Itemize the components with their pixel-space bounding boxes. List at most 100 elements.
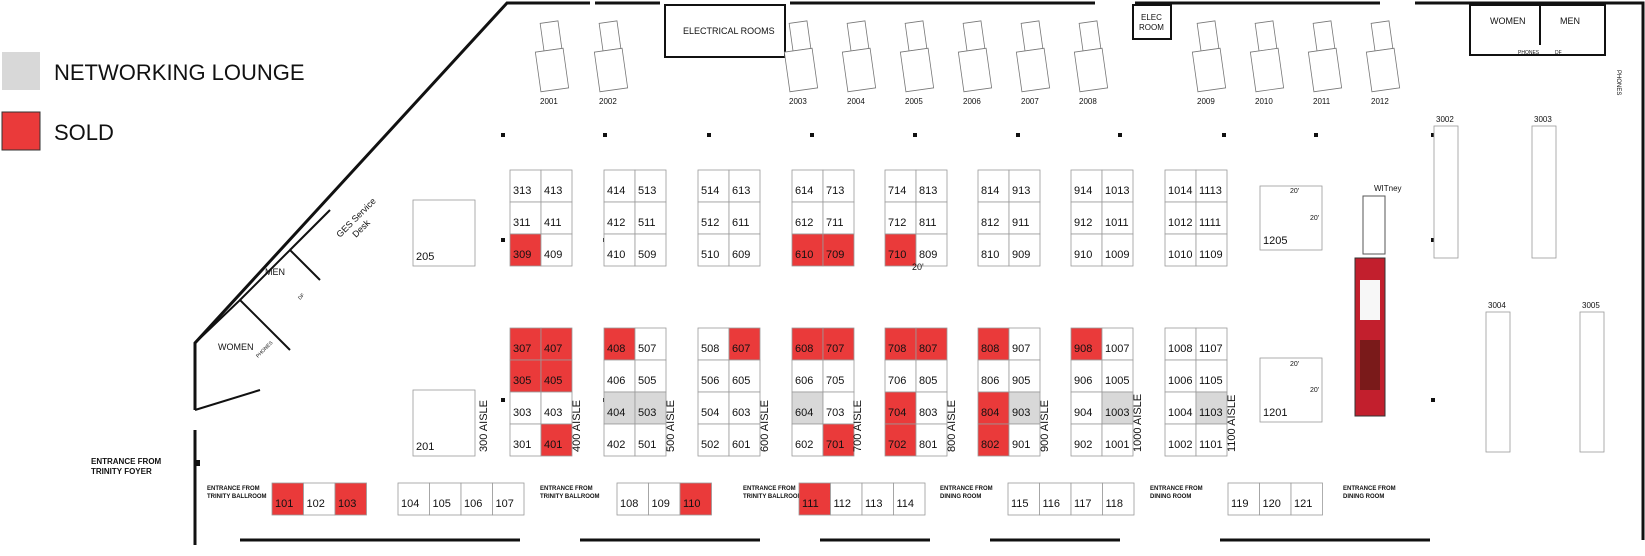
booth-502[interactable]: 502 bbox=[697, 423, 730, 457]
booth-803[interactable]: 803 bbox=[915, 391, 948, 425]
booth-408[interactable]: 408 bbox=[603, 327, 636, 361]
booth-1001[interactable]: 1001 bbox=[1101, 423, 1134, 457]
booth-404[interactable]: 404 bbox=[603, 391, 636, 425]
booth-102[interactable]: 102 bbox=[303, 482, 336, 516]
booth-411[interactable]: 411 bbox=[540, 201, 573, 235]
booth-414[interactable]: 414 bbox=[603, 169, 636, 203]
booth-1113[interactable]: 1113 bbox=[1195, 169, 1228, 203]
booth-509[interactable]: 509 bbox=[634, 233, 667, 267]
booth-115[interactable]: 115 bbox=[1007, 482, 1040, 516]
booth-511[interactable]: 511 bbox=[634, 201, 667, 235]
booth-602[interactable]: 602 bbox=[791, 423, 824, 457]
booth-3005[interactable]: 3005 bbox=[1579, 301, 1605, 453]
booth-709[interactable]: 709 bbox=[822, 233, 855, 267]
booth-305[interactable]: 305 bbox=[509, 359, 542, 393]
booth-603[interactable]: 603 bbox=[728, 391, 761, 425]
booth-1011[interactable]: 1011 bbox=[1101, 201, 1134, 235]
booth-412[interactable]: 412 bbox=[603, 201, 636, 235]
booth-904[interactable]: 904 bbox=[1070, 391, 1103, 425]
booth-101[interactable]: 101 bbox=[271, 482, 304, 516]
booth-504[interactable]: 504 bbox=[697, 391, 730, 425]
booth-905[interactable]: 905 bbox=[1008, 359, 1041, 393]
booth-807[interactable]: 807 bbox=[915, 327, 948, 361]
booth-710[interactable]: 710 bbox=[884, 233, 917, 267]
booth-909[interactable]: 909 bbox=[1008, 233, 1041, 267]
booth-913[interactable]: 913 bbox=[1008, 169, 1041, 203]
booth-508[interactable]: 508 bbox=[697, 327, 730, 361]
booth-805[interactable]: 805 bbox=[915, 359, 948, 393]
booth-707[interactable]: 707 bbox=[822, 327, 855, 361]
booth-1006[interactable]: 1006 bbox=[1164, 359, 1197, 393]
booth-908[interactable]: 908 bbox=[1070, 327, 1103, 361]
booth-403[interactable]: 403 bbox=[540, 391, 573, 425]
booth-3002[interactable]: 3002 bbox=[1433, 115, 1459, 259]
booth-1010[interactable]: 1010 bbox=[1164, 233, 1197, 267]
booth-406[interactable]: 406 bbox=[603, 359, 636, 393]
booth-1105[interactable]: 1105 bbox=[1195, 359, 1228, 393]
booth-914[interactable]: 914 bbox=[1070, 169, 1103, 203]
booth-708[interactable]: 708 bbox=[884, 327, 917, 361]
booth-413[interactable]: 413 bbox=[540, 169, 573, 203]
booth-120[interactable]: 120 bbox=[1259, 482, 1292, 516]
booth-713[interactable]: 713 bbox=[822, 169, 855, 203]
booth-410[interactable]: 410 bbox=[603, 233, 636, 267]
booth-307[interactable]: 307 bbox=[509, 327, 542, 361]
booth-1008[interactable]: 1008 bbox=[1164, 327, 1197, 361]
booth-711[interactable]: 711 bbox=[822, 201, 855, 235]
booth-1014[interactable]: 1014 bbox=[1164, 169, 1197, 203]
booth-701[interactable]: 701 bbox=[822, 423, 855, 457]
booth-1013[interactable]: 1013 bbox=[1101, 169, 1134, 203]
booth-610[interactable]: 610 bbox=[791, 233, 824, 267]
booth-902[interactable]: 902 bbox=[1070, 423, 1103, 457]
booth-1101[interactable]: 1101 bbox=[1195, 423, 1228, 457]
booth-205[interactable]: 205 bbox=[412, 199, 476, 267]
booth-806[interactable]: 806 bbox=[977, 359, 1010, 393]
booth-1002[interactable]: 1002 bbox=[1164, 423, 1197, 457]
booth-409[interactable]: 409 bbox=[540, 233, 573, 267]
booth-513[interactable]: 513 bbox=[634, 169, 667, 203]
booth-512[interactable]: 512 bbox=[697, 201, 730, 235]
booth-3003[interactable]: 3003 bbox=[1531, 115, 1557, 259]
booth-705[interactable]: 705 bbox=[822, 359, 855, 393]
booth-1004[interactable]: 1004 bbox=[1164, 391, 1197, 425]
booth-201[interactable]: 201 bbox=[412, 389, 476, 457]
booth-1205[interactable]: 1205 bbox=[1259, 185, 1323, 251]
booth-910[interactable]: 910 bbox=[1070, 233, 1103, 267]
booth-903[interactable]: 903 bbox=[1008, 391, 1041, 425]
booth-3004[interactable]: 3004 bbox=[1485, 301, 1511, 453]
booth-706[interactable]: 706 bbox=[884, 359, 917, 393]
booth-407[interactable]: 407 bbox=[540, 327, 573, 361]
booth-118[interactable]: 118 bbox=[1102, 482, 1135, 516]
booth-121[interactable]: 121 bbox=[1290, 482, 1323, 516]
booth-402[interactable]: 402 bbox=[603, 423, 636, 457]
booth-1012[interactable]: 1012 bbox=[1164, 201, 1197, 235]
booth-1007[interactable]: 1007 bbox=[1101, 327, 1134, 361]
booth-1109[interactable]: 1109 bbox=[1195, 233, 1228, 267]
booth-912[interactable]: 912 bbox=[1070, 201, 1103, 235]
booth-614[interactable]: 614 bbox=[791, 169, 824, 203]
booth-808[interactable]: 808 bbox=[977, 327, 1010, 361]
booth-804[interactable]: 804 bbox=[977, 391, 1010, 425]
booth-607[interactable]: 607 bbox=[728, 327, 761, 361]
booth-313[interactable]: 313 bbox=[509, 169, 542, 203]
booth-811[interactable]: 811 bbox=[915, 201, 948, 235]
booth-613[interactable]: 613 bbox=[728, 169, 761, 203]
booth-107[interactable]: 107 bbox=[492, 482, 525, 516]
booth-311[interactable]: 311 bbox=[509, 201, 542, 235]
booth-801[interactable]: 801 bbox=[915, 423, 948, 457]
booth-309[interactable]: 309 bbox=[509, 233, 542, 267]
booth-103[interactable]: 103 bbox=[334, 482, 367, 516]
booth-1107[interactable]: 1107 bbox=[1195, 327, 1228, 361]
booth-119[interactable]: 119 bbox=[1227, 482, 1260, 516]
booth-510[interactable]: 510 bbox=[697, 233, 730, 267]
booth-301[interactable]: 301 bbox=[509, 423, 542, 457]
booth-609[interactable]: 609 bbox=[728, 233, 761, 267]
booth-714[interactable]: 714 bbox=[884, 169, 917, 203]
booth-303[interactable]: 303 bbox=[509, 391, 542, 425]
booth-1003[interactable]: 1003 bbox=[1101, 391, 1134, 425]
booth-907[interactable]: 907 bbox=[1008, 327, 1041, 361]
booth-507[interactable]: 507 bbox=[634, 327, 667, 361]
booth-105[interactable]: 105 bbox=[429, 482, 462, 516]
booth-911[interactable]: 911 bbox=[1008, 201, 1041, 235]
booth-813[interactable]: 813 bbox=[915, 169, 948, 203]
